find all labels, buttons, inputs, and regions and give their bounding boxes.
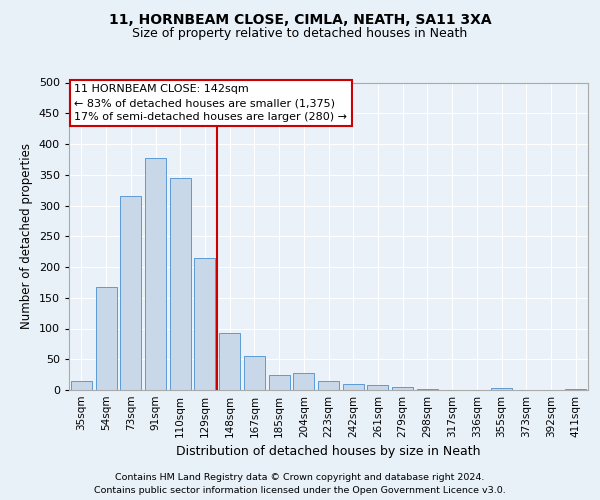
Text: Size of property relative to detached houses in Neath: Size of property relative to detached ho…	[133, 28, 467, 40]
Text: Contains public sector information licensed under the Open Government Licence v3: Contains public sector information licen…	[94, 486, 506, 495]
Bar	[145, 158, 166, 390]
Bar	[244, 356, 265, 390]
Bar	[343, 384, 364, 390]
Y-axis label: Number of detached properties: Number of detached properties	[20, 143, 33, 329]
Bar	[219, 333, 240, 390]
X-axis label: Distribution of detached houses by size in Neath: Distribution of detached houses by size …	[176, 446, 481, 458]
Bar	[170, 178, 191, 390]
Bar	[392, 387, 413, 390]
Bar	[71, 381, 92, 390]
Bar	[120, 196, 141, 390]
Bar	[194, 258, 215, 390]
Bar	[269, 374, 290, 390]
Bar	[491, 388, 512, 390]
Text: Contains HM Land Registry data © Crown copyright and database right 2024.: Contains HM Land Registry data © Crown c…	[115, 472, 485, 482]
Text: 11, HORNBEAM CLOSE, CIMLA, NEATH, SA11 3XA: 11, HORNBEAM CLOSE, CIMLA, NEATH, SA11 3…	[109, 12, 491, 26]
Bar	[318, 381, 339, 390]
Bar	[95, 288, 116, 390]
Bar	[367, 385, 388, 390]
Text: 11 HORNBEAM CLOSE: 142sqm
← 83% of detached houses are smaller (1,375)
17% of se: 11 HORNBEAM CLOSE: 142sqm ← 83% of detac…	[74, 84, 347, 122]
Bar	[293, 373, 314, 390]
Bar	[565, 389, 586, 390]
